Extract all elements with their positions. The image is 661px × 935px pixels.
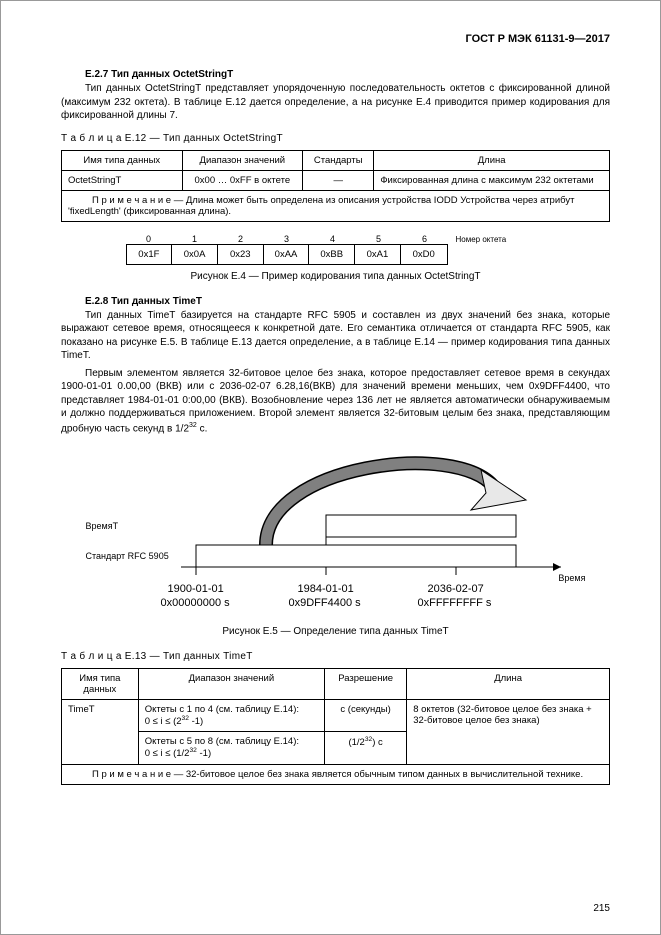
td-note: П р и м е ч а н и е — 32-битовое целое б… bbox=[62, 764, 610, 784]
octet-index: 0 bbox=[126, 234, 172, 244]
octet-indices: 0 1 2 3 4 5 6 Номер октета bbox=[126, 234, 546, 244]
figure-e5: ВремяТ Стандарт RFC 5905 Время 1900-01-0… bbox=[86, 445, 586, 620]
octet-cell: 0x23 bbox=[218, 245, 264, 264]
caption-prefix: Т а б л и ц а bbox=[61, 133, 122, 144]
td-std: — bbox=[303, 170, 374, 190]
octet-cell: 0xBB bbox=[309, 245, 355, 264]
octet-index: 1 bbox=[172, 234, 218, 244]
th-range: Диапазон значений bbox=[138, 669, 324, 700]
range-text: -1) bbox=[189, 716, 203, 727]
tick2-hex: 0xFFFFFFFF s bbox=[418, 597, 492, 609]
td-res1: с (секунды) bbox=[325, 700, 407, 732]
table-row: Имя типа данных Диапазон значений Разреш… bbox=[62, 669, 610, 700]
doc-id: ГОСТ Р МЭК 61131-9—2017 bbox=[61, 33, 610, 45]
tick0-date: 1900-01-01 bbox=[168, 583, 224, 595]
octet-cell: 0xA1 bbox=[355, 245, 401, 264]
table-e12-caption: Т а б л и ц а Е.12 — Тип данных OctetStr… bbox=[61, 133, 610, 144]
caption-text: Е.12 — Тип данных OctetStringT bbox=[122, 133, 283, 144]
page: ГОСТ Р МЭК 61131-9—2017 Е.2.7 Тип данных… bbox=[0, 0, 661, 935]
axis-label: Время bbox=[558, 573, 585, 583]
range-text: Октеты с 1 по 4 (см. таблицу Е.14): bbox=[145, 704, 299, 715]
table-row: П р и м е ч а н и е — Длина может быть о… bbox=[62, 190, 610, 221]
octet-cells: 0x1F 0x0A 0x23 0xAA 0xBB 0xA1 0xD0 bbox=[126, 244, 448, 265]
tick0-hex: 0x00000000 s bbox=[161, 597, 230, 609]
para2-text-a: Первым элементом является 32-битовое цел… bbox=[61, 368, 610, 434]
figure-e4: 0 1 2 3 4 5 6 Номер октета 0x1F 0x0A 0x2… bbox=[126, 234, 546, 265]
figure-e5-caption: Рисунок Е.5 — Определение типа данных Ti… bbox=[61, 626, 610, 637]
table-e13: Имя типа данных Диапазон значений Разреш… bbox=[61, 668, 610, 784]
range-text: 0 ≤ i ≤ (2 bbox=[145, 716, 182, 727]
res-text: (1/2 bbox=[348, 738, 364, 749]
td-len: Фиксированная длина с максимум 232 октет… bbox=[374, 170, 610, 190]
td-note: П р и м е ч а н и е — Длина может быть о… bbox=[62, 190, 610, 221]
td-range2: Октеты с 5 по 8 (см. таблицу Е.14): 0 ≤ … bbox=[138, 732, 324, 764]
table-row: TimeT Октеты с 1 по 4 (см. таблицу Е.14)… bbox=[62, 700, 610, 732]
octet-index: 4 bbox=[310, 234, 356, 244]
superscript: 32 bbox=[182, 715, 189, 722]
td-range1: Октеты с 1 по 4 (см. таблицу Е.14): 0 ≤ … bbox=[138, 700, 324, 732]
range-text: Октеты с 5 по 8 (см. таблицу Е.14): bbox=[145, 736, 299, 747]
octet-cell: 0x0A bbox=[172, 245, 218, 264]
th-name: Имя типа данных bbox=[62, 150, 183, 170]
th-range: Диапазон значений bbox=[182, 150, 303, 170]
table-row: Имя типа данных Диапазон значений Станда… bbox=[62, 150, 610, 170]
label-timet: ВремяТ bbox=[86, 521, 119, 531]
section-e27-para: Тип данных OctetStringT представляет упо… bbox=[61, 82, 610, 123]
section-e28-para2: Первым элементом является 32-битовое цел… bbox=[61, 367, 610, 436]
octet-cell: 0xD0 bbox=[401, 245, 447, 264]
th-res: Разрешение bbox=[325, 669, 407, 700]
table-e13-caption: Т а б л и ц а Е.13 — Тип данных TimeT bbox=[61, 651, 610, 662]
th-name: Имя типа данных bbox=[62, 669, 139, 700]
octet-index: 3 bbox=[264, 234, 310, 244]
res-text: ) с bbox=[372, 738, 383, 749]
td-name: OctetStringT bbox=[62, 170, 183, 190]
tick1-date: 1984-01-01 bbox=[298, 583, 354, 595]
octet-index: 6 bbox=[402, 234, 448, 244]
td-res2: (1/232) с bbox=[325, 732, 407, 764]
superscript: 32 bbox=[189, 747, 196, 754]
table-row: П р и м е ч а н и е — 32-битовое целое б… bbox=[62, 764, 610, 784]
para2-text-b: с. bbox=[197, 423, 208, 434]
range-text: -1) bbox=[197, 749, 211, 760]
octet-cell: 0xAA bbox=[264, 245, 310, 264]
th-len: Длина bbox=[407, 669, 610, 700]
octet-index-label: Номер октета bbox=[456, 234, 507, 244]
td-range: 0x00 … 0xFF в октете bbox=[182, 170, 303, 190]
td-name: TimeT bbox=[62, 700, 139, 764]
range-text: 0 ≤ i ≤ (1/2 bbox=[145, 749, 190, 760]
octet-cell: 0x1F bbox=[127, 245, 173, 264]
tick1-hex: 0x9DFF4400 s bbox=[289, 597, 361, 609]
superscript: 32 bbox=[189, 422, 197, 429]
table-e12: Имя типа данных Диапазон значений Станда… bbox=[61, 150, 610, 222]
section-e28-para1: Тип данных TimeT базируется на стандарте… bbox=[61, 309, 610, 363]
page-number: 215 bbox=[593, 903, 610, 914]
octet-index: 5 bbox=[356, 234, 402, 244]
octet-index: 2 bbox=[218, 234, 264, 244]
table-row: OctetStringT 0x00 … 0xFF в октете — Фикс… bbox=[62, 170, 610, 190]
th-len: Длина bbox=[374, 150, 610, 170]
figure-e4-caption: Рисунок Е.4 — Пример кодирования типа да… bbox=[61, 271, 610, 282]
th-std: Стандарты bbox=[303, 150, 374, 170]
section-e28-title: Е.2.8 Тип данных TimeT bbox=[61, 296, 610, 307]
caption-prefix: Т а б л и ц а bbox=[61, 651, 122, 662]
td-len: 8 октетов (32-битовое целое без знака + … bbox=[407, 700, 610, 764]
section-e27-title: Е.2.7 Тип данных OctetStringT bbox=[61, 69, 610, 80]
caption-text: Е.13 — Тип данных TimeT bbox=[122, 651, 253, 662]
label-rfc: Стандарт RFC 5905 bbox=[86, 551, 169, 561]
tick2-date: 2036-02-07 bbox=[428, 583, 484, 595]
